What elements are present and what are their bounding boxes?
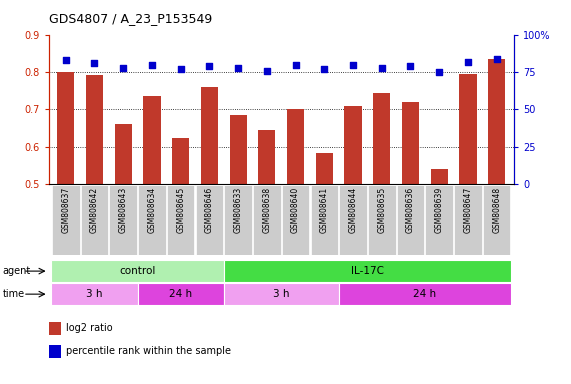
FancyBboxPatch shape — [368, 185, 396, 255]
Text: 24 h: 24 h — [169, 289, 192, 299]
Text: time: time — [3, 289, 25, 299]
Point — [377, 65, 387, 71]
Text: GSM808634: GSM808634 — [147, 187, 156, 233]
Text: GSM808638: GSM808638 — [262, 187, 271, 233]
FancyBboxPatch shape — [81, 185, 108, 255]
Text: GSM808644: GSM808644 — [348, 187, 357, 233]
Bar — [258, 130, 275, 371]
Text: 3 h: 3 h — [273, 289, 289, 299]
FancyBboxPatch shape — [138, 283, 224, 305]
FancyBboxPatch shape — [110, 185, 137, 255]
FancyBboxPatch shape — [167, 185, 195, 255]
Bar — [344, 106, 361, 371]
FancyBboxPatch shape — [397, 185, 424, 255]
Point — [176, 66, 185, 72]
Bar — [172, 137, 190, 371]
Text: GSM808635: GSM808635 — [377, 187, 386, 233]
Text: GSM808645: GSM808645 — [176, 187, 185, 233]
Point — [492, 55, 501, 61]
Bar — [57, 72, 74, 371]
Point — [348, 61, 357, 68]
Text: control: control — [119, 266, 156, 276]
Text: GSM808640: GSM808640 — [291, 187, 300, 233]
Point — [61, 57, 70, 63]
Text: GDS4807 / A_23_P153549: GDS4807 / A_23_P153549 — [49, 12, 212, 25]
Bar — [115, 124, 132, 371]
Bar — [287, 109, 304, 371]
FancyBboxPatch shape — [52, 185, 79, 255]
Text: GSM808637: GSM808637 — [61, 187, 70, 233]
Text: GSM808646: GSM808646 — [205, 187, 214, 233]
Point — [291, 61, 300, 68]
Text: GSM808633: GSM808633 — [234, 187, 243, 233]
Point — [205, 63, 214, 69]
Bar — [459, 74, 477, 371]
Bar — [86, 74, 103, 371]
Text: agent: agent — [3, 266, 31, 276]
Point — [406, 63, 415, 69]
FancyBboxPatch shape — [51, 260, 224, 282]
Text: 24 h: 24 h — [413, 289, 436, 299]
FancyBboxPatch shape — [311, 185, 338, 255]
FancyBboxPatch shape — [454, 185, 482, 255]
Point — [464, 58, 473, 65]
Bar — [230, 115, 247, 371]
FancyBboxPatch shape — [138, 185, 166, 255]
FancyBboxPatch shape — [196, 185, 223, 255]
Text: log2 ratio: log2 ratio — [66, 323, 112, 333]
Bar — [201, 87, 218, 371]
FancyBboxPatch shape — [51, 283, 138, 305]
Bar — [402, 102, 419, 371]
Bar — [488, 59, 505, 371]
Point — [90, 60, 99, 66]
FancyBboxPatch shape — [339, 283, 511, 305]
Text: GSM808643: GSM808643 — [119, 187, 128, 233]
FancyBboxPatch shape — [282, 185, 309, 255]
Text: GSM808639: GSM808639 — [435, 187, 444, 233]
Text: GSM808636: GSM808636 — [406, 187, 415, 233]
FancyBboxPatch shape — [425, 185, 453, 255]
Text: GSM808642: GSM808642 — [90, 187, 99, 233]
Bar — [373, 93, 391, 371]
Bar — [143, 96, 160, 371]
Point — [262, 68, 271, 74]
Point — [320, 66, 329, 72]
FancyBboxPatch shape — [224, 260, 511, 282]
FancyBboxPatch shape — [224, 185, 252, 255]
Bar — [316, 153, 333, 371]
FancyBboxPatch shape — [224, 283, 339, 305]
Bar — [431, 169, 448, 371]
Text: GSM808648: GSM808648 — [492, 187, 501, 233]
Point — [147, 61, 156, 68]
Text: 3 h: 3 h — [86, 289, 103, 299]
Text: percentile rank within the sample: percentile rank within the sample — [66, 346, 231, 356]
Text: IL-17C: IL-17C — [351, 266, 384, 276]
Point — [119, 65, 128, 71]
FancyBboxPatch shape — [483, 185, 510, 255]
Point — [435, 69, 444, 75]
Text: GSM808641: GSM808641 — [320, 187, 329, 233]
Text: GSM808647: GSM808647 — [464, 187, 472, 233]
FancyBboxPatch shape — [253, 185, 280, 255]
FancyBboxPatch shape — [339, 185, 367, 255]
Point — [234, 65, 243, 71]
